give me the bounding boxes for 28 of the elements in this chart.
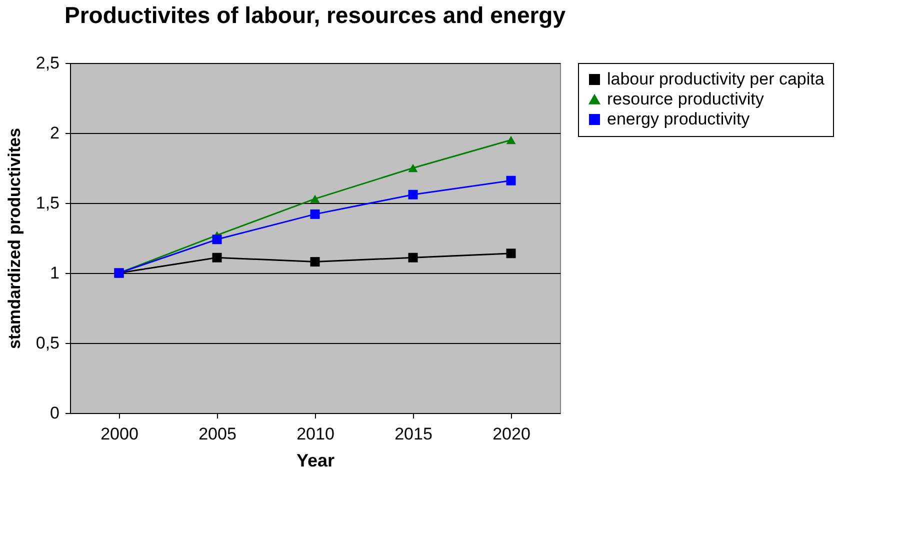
- point: [506, 136, 516, 144]
- y-tick-label: 2,5: [36, 54, 60, 72]
- x-tick-label: 2000: [100, 424, 138, 444]
- legend-label: energy productivity: [607, 110, 750, 128]
- x-tick-label: 2015: [394, 424, 432, 444]
- y-axis-title: stamdardized productivites: [4, 128, 24, 350]
- legend-label: labour productivity per capita: [607, 70, 825, 88]
- x-axis-title: Year: [296, 450, 335, 470]
- point: [310, 257, 320, 267]
- y-tick-label: 0,5: [36, 334, 60, 352]
- point: [408, 190, 418, 200]
- point: [408, 252, 418, 262]
- chart-title: Productivites of labour, resources and energy: [64, 2, 566, 28]
- y-tick-label: 0: [50, 404, 60, 422]
- y-tick-label: 1,5: [36, 194, 60, 212]
- y-tick-label: 1: [50, 264, 60, 282]
- x-tick-label: 2020: [492, 424, 530, 444]
- point: [212, 234, 222, 244]
- point: [506, 248, 516, 258]
- legend-label: resource productivity: [607, 90, 764, 108]
- point: [408, 164, 418, 172]
- point: [310, 194, 320, 203]
- point: [310, 209, 320, 219]
- point: [506, 176, 516, 186]
- point: [212, 252, 222, 262]
- y-tick-label: 2: [50, 124, 60, 142]
- x-tick-label: 2010: [296, 424, 334, 444]
- x-tick-label: 2005: [198, 424, 236, 444]
